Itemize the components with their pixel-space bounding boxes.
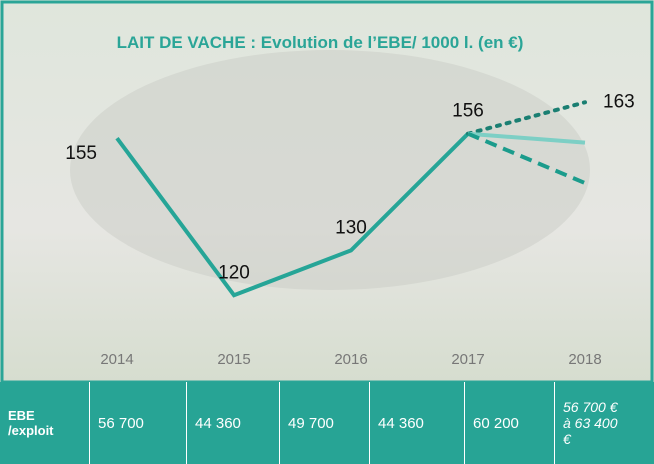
table-cell: 44 360: [187, 382, 280, 464]
data-label: 155: [65, 143, 97, 164]
table-cell: 60 200: [465, 382, 555, 464]
table-cell: 44 360: [370, 382, 465, 464]
data-label: 120: [218, 262, 250, 283]
x-tick-label: 2014: [100, 351, 133, 368]
row-header: EBE /exploit: [0, 382, 90, 464]
x-tick-label: 2016: [334, 351, 367, 368]
data-label: 163: [603, 91, 635, 112]
background-shape: [70, 50, 590, 290]
chart-title: LAIT DE VACHE : Evolution de l’EBE/ 1000…: [100, 32, 540, 54]
data-label: 130: [335, 217, 367, 238]
x-tick-label: 2018: [568, 351, 601, 368]
x-tick-label: 2017: [451, 351, 484, 368]
x-tick-label: 2015: [217, 351, 250, 368]
data-label: 156: [452, 101, 484, 122]
table-cell: 49 700: [280, 382, 370, 464]
table-cell: 56 700 € à 63 400 €: [555, 382, 654, 464]
page: 2014 2015 2016 2017 2018 155 120 130 156 163 LAIT…: [0, 0, 654, 464]
table-cell: 56 700: [90, 382, 187, 464]
chart: 2014 2015 2016 2017 2018 155 120 130 156 163: [0, 0, 654, 382]
